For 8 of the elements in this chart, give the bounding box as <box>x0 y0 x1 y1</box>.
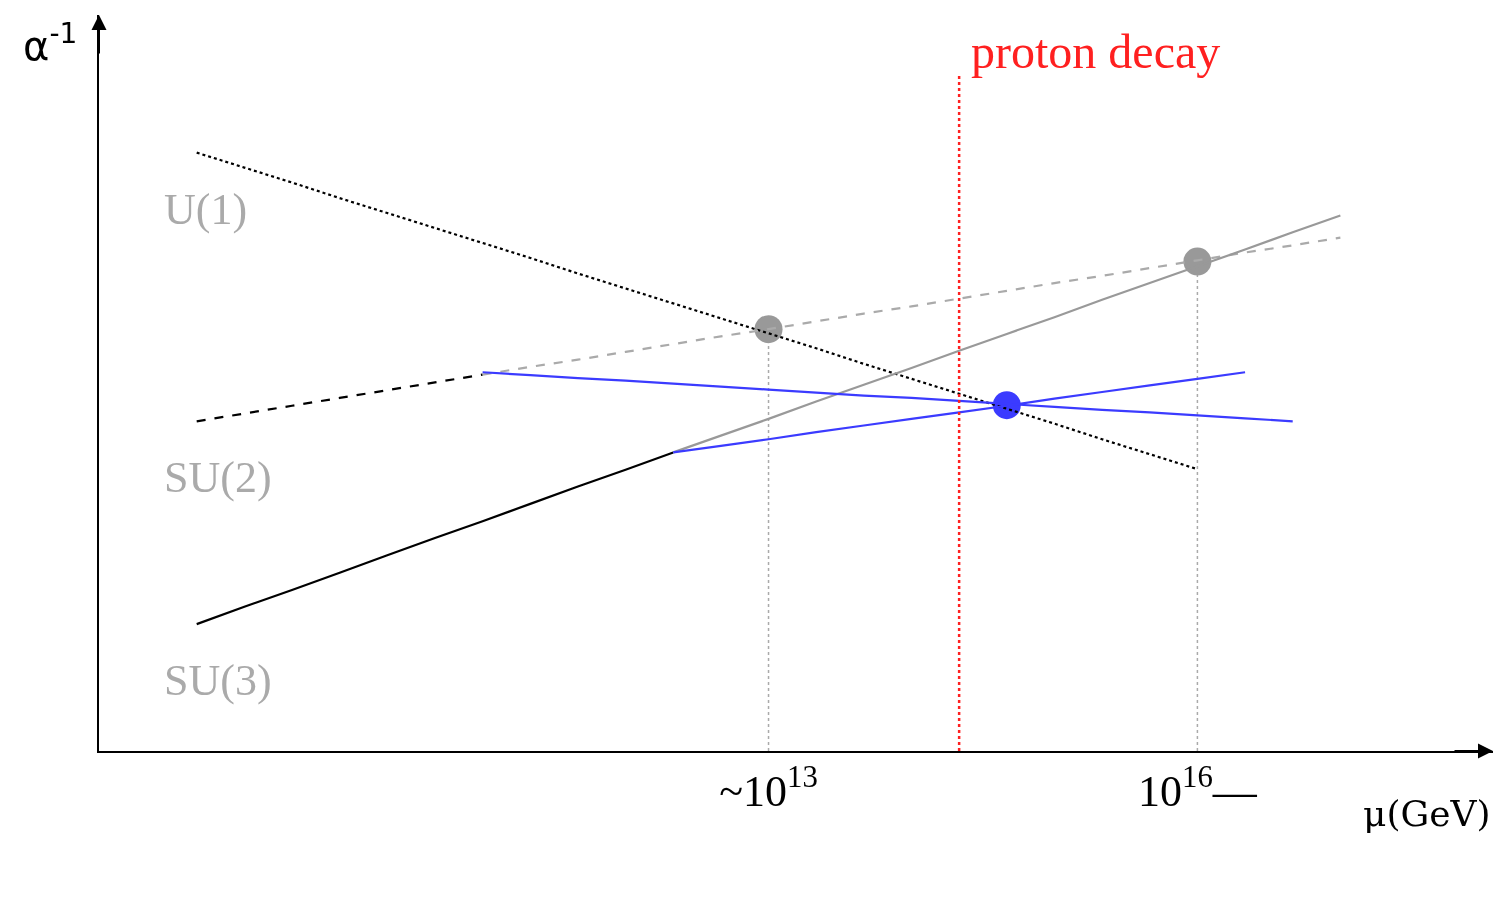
x-tick-label: ~10$^{13}$ <box>719 760 818 816</box>
series-label: U(1) <box>164 185 248 234</box>
x-tick-label: 10$^{16}$— <box>1138 760 1258 816</box>
x-axis-title: μ(GeV) <box>1363 793 1491 834</box>
y-axis-title: α$^{-1}$ <box>23 17 78 69</box>
series-label: SU(2) <box>164 453 272 502</box>
text: proton decay <box>971 25 1221 78</box>
series-label: SU(3) <box>164 656 272 705</box>
